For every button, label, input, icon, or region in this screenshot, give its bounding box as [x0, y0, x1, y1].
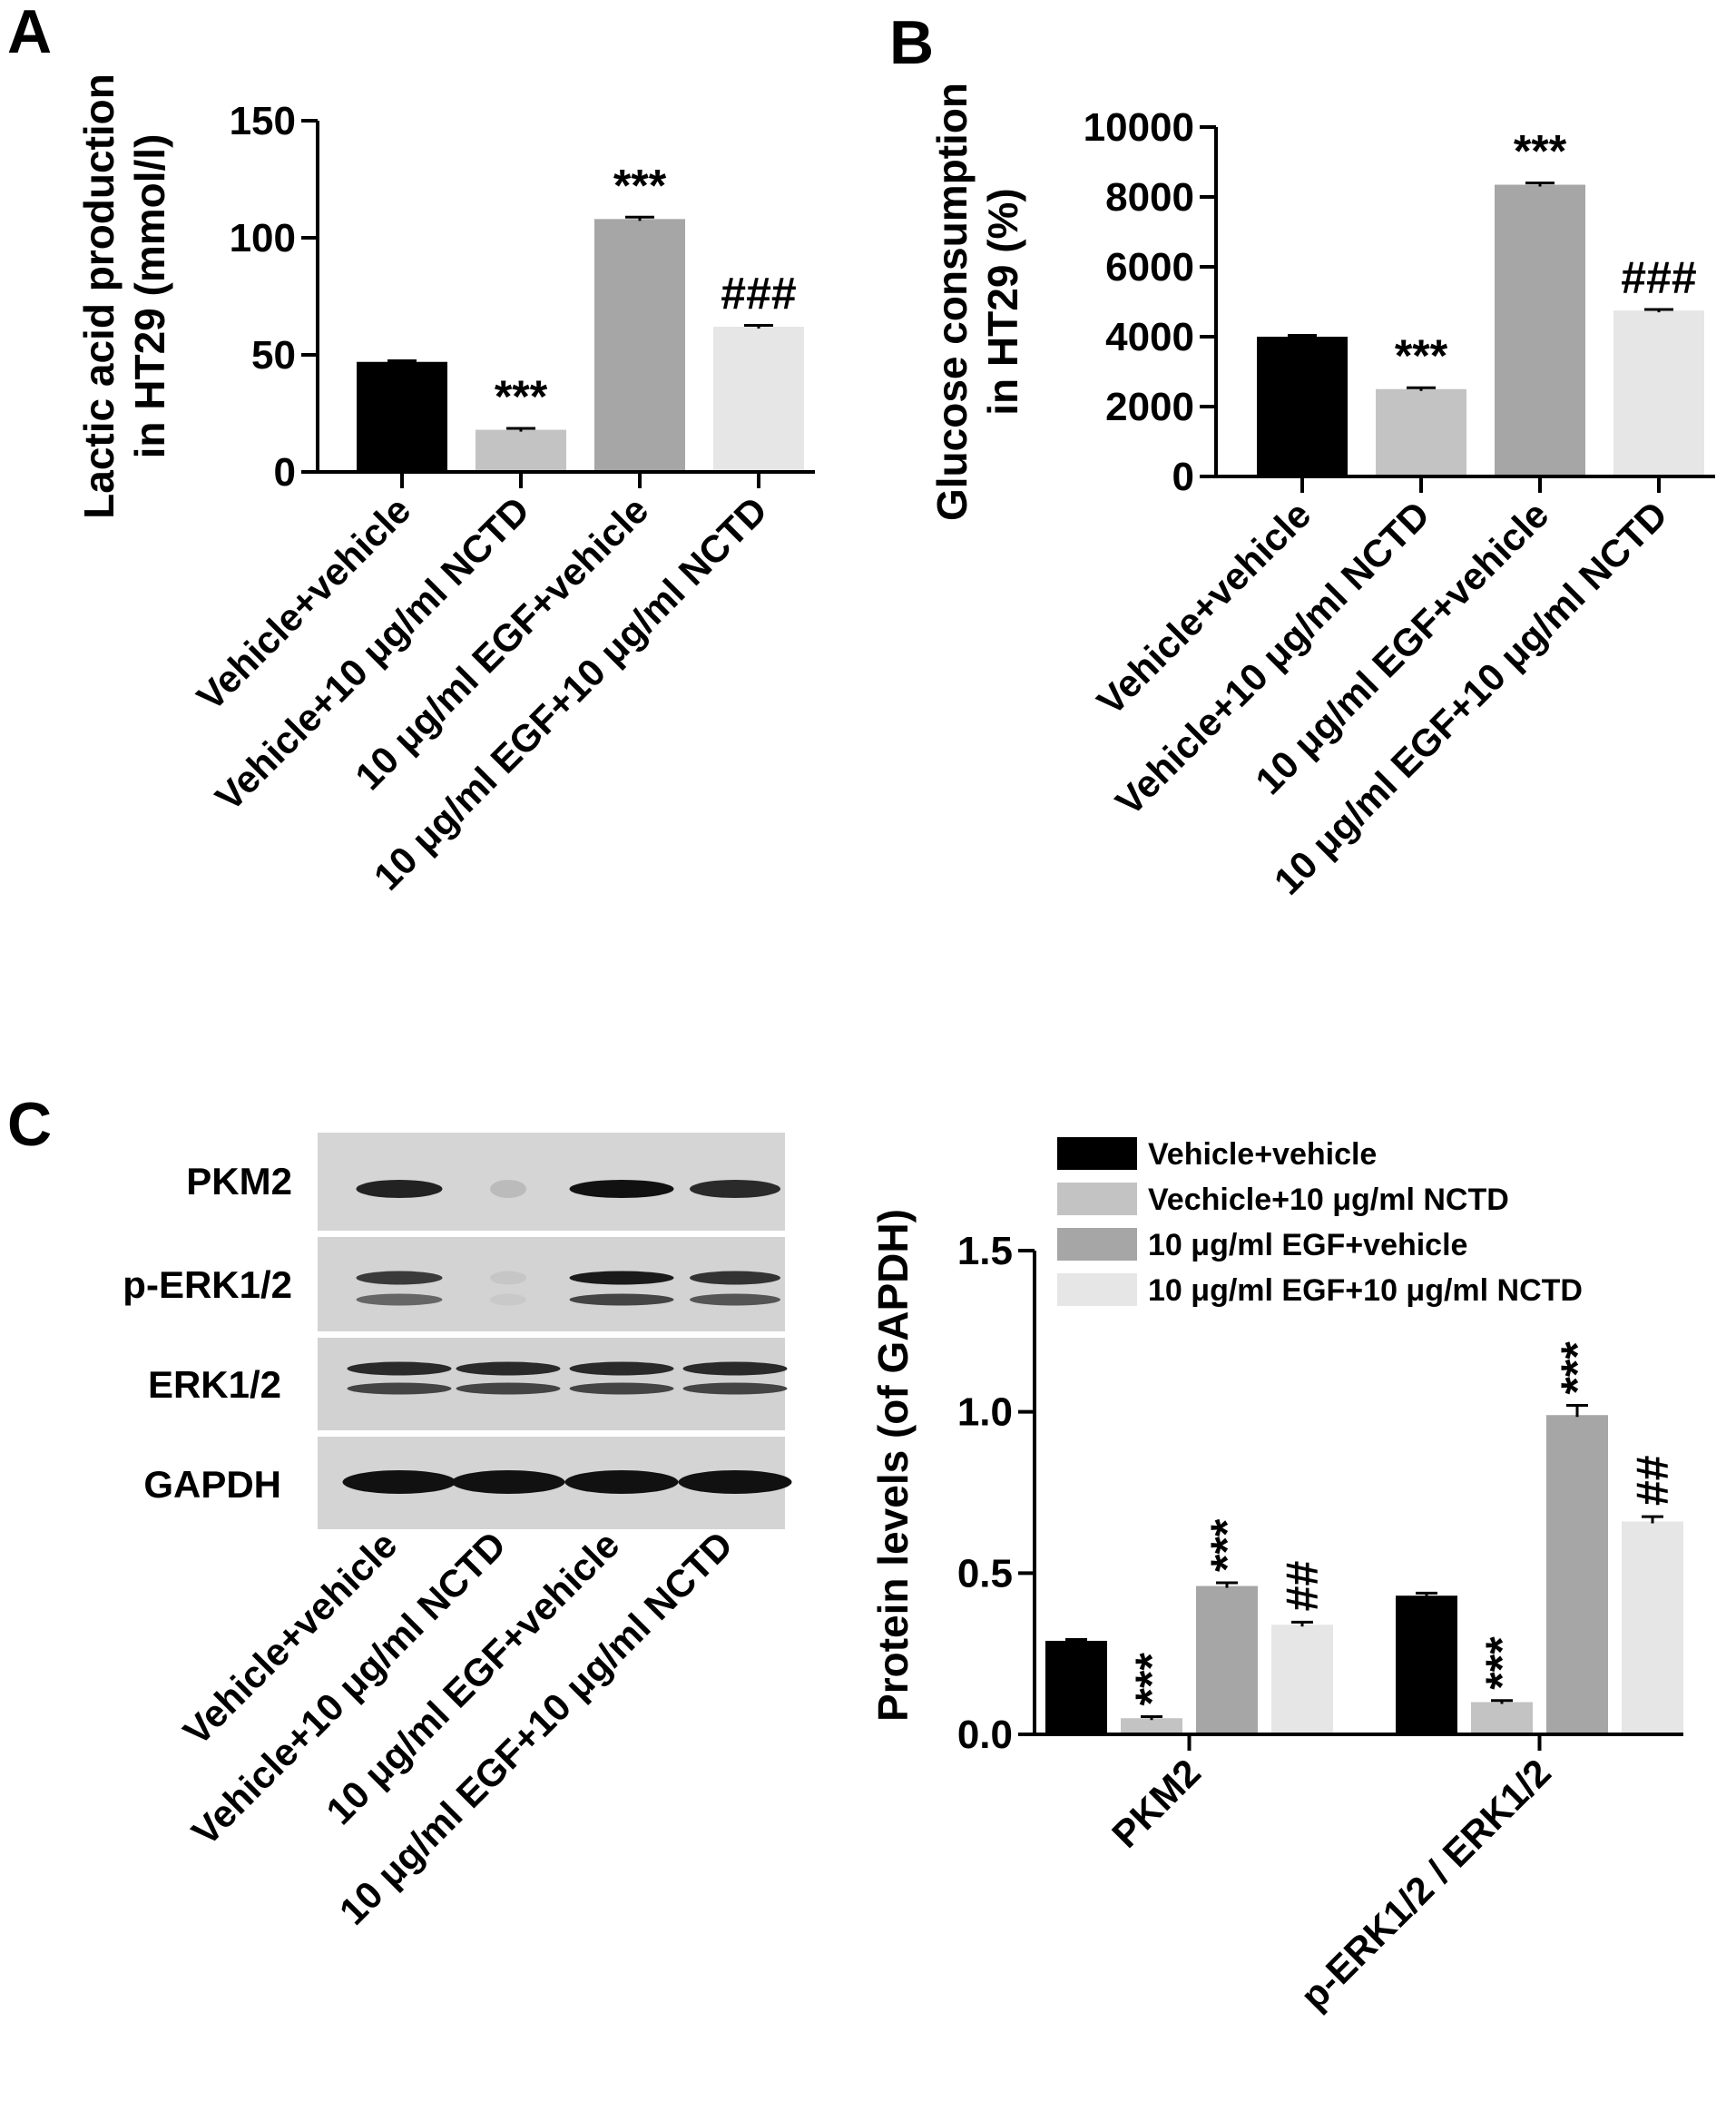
panel-label-c: C	[7, 1090, 52, 1159]
blot-band	[347, 1382, 452, 1395]
blot-band	[690, 1293, 780, 1306]
bar	[476, 429, 566, 472]
significance-label: ***	[495, 371, 548, 422]
blot-band	[342, 1470, 456, 1494]
bar	[1257, 337, 1348, 476]
blot-label-pkm2: PKM2	[186, 1160, 292, 1203]
y-axis-title-line: in HT29 (mmol/l)	[126, 134, 173, 459]
legend-swatch	[1057, 1273, 1137, 1306]
legend-swatch	[1057, 1228, 1137, 1261]
blot-band	[690, 1180, 780, 1198]
significance-label: ###	[721, 268, 796, 319]
blot-band	[490, 1293, 526, 1306]
blot-band	[569, 1180, 674, 1198]
chart-b: 0 2000 4000 6000 8000 10000 Vehicle+vehicle ***…	[928, 83, 1715, 903]
blot-label-erk: ERK1/2	[148, 1363, 281, 1406]
blot-band	[490, 1180, 526, 1198]
y-tick-label: 0.5	[957, 1551, 1013, 1595]
bar	[1196, 1586, 1258, 1734]
y-tick-label: 4000	[1105, 315, 1194, 359]
blot-label-perk: p-ERK1/2	[123, 1263, 292, 1306]
y-tick-label: 10000	[1084, 105, 1194, 150]
bar	[1622, 1521, 1683, 1734]
bar	[1546, 1415, 1608, 1734]
blot-band	[678, 1470, 792, 1494]
legend-label: 10 μg/ml EGF+vehicle	[1148, 1228, 1467, 1262]
chart-c: 0.0 0.5 1.0 1.5 *** *** ## PKM2 *** *** ## p-ERK1/2…	[869, 1137, 1683, 2018]
significance-label: ***	[1476, 1636, 1527, 1690]
blot-band	[456, 1361, 561, 1376]
y-axis-title-line: in HT29 (%)	[979, 188, 1026, 415]
bar	[1495, 184, 1585, 476]
blot-band	[690, 1271, 780, 1285]
bar	[1121, 1718, 1182, 1734]
bar	[1613, 310, 1704, 476]
y-axis-title: Lactic acid productionin HT29 (mmol/l)	[75, 74, 173, 519]
blot-band	[569, 1361, 674, 1376]
legend-swatch	[1057, 1137, 1137, 1170]
bar	[1396, 1595, 1457, 1734]
y-tick-label: 100	[230, 216, 296, 260]
bar	[594, 219, 685, 473]
y-tick-label: 8000	[1105, 175, 1194, 220]
blot-band	[356, 1271, 443, 1285]
y-tick-label: 0	[274, 450, 296, 495]
y-axis-title-line: Glucose consumption	[928, 83, 976, 521]
y-tick-label: 150	[230, 99, 296, 143]
y-tick-label: 1.0	[957, 1390, 1013, 1435]
significance-label: ***	[1552, 1341, 1603, 1395]
y-tick-label: 0.0	[957, 1713, 1013, 1757]
y-axis-title-line: Lactic acid production	[75, 74, 123, 519]
significance-label: ***	[1395, 330, 1448, 381]
legend-swatch	[1057, 1183, 1137, 1215]
blot-band	[451, 1470, 565, 1494]
significance-label: ***	[1514, 126, 1567, 177]
significance-label: ***	[1126, 1653, 1177, 1706]
blot-band	[564, 1470, 679, 1494]
bar	[1471, 1702, 1533, 1734]
x-tick-label: Vehicle+vehicle	[189, 488, 419, 719]
significance-label: ***	[613, 160, 667, 211]
panel-label-a: A	[7, 0, 52, 66]
y-tick-label: 2000	[1105, 385, 1194, 429]
blot-band	[682, 1361, 788, 1376]
blot-band	[569, 1382, 674, 1395]
legend-label: Vechicle+10 μg/ml NCTD	[1148, 1183, 1509, 1217]
x-tick-label: p-ERK1/2 / ERK1/2	[1292, 1751, 1559, 2018]
significance-label: ***	[1201, 1518, 1252, 1572]
y-axis-title: Glucose consumptionin HT29 (%)	[928, 83, 1026, 521]
y-tick-label: 50	[251, 333, 296, 378]
bar	[713, 327, 804, 472]
panel-label-b: B	[889, 8, 934, 77]
x-tick-label: PKM2	[1103, 1751, 1209, 1856]
bar	[1376, 388, 1466, 476]
blot-band	[490, 1271, 526, 1285]
significance-label: ##	[1277, 1561, 1328, 1612]
y-axis-title: Protein levels (of GAPDH)	[869, 1209, 917, 1722]
blot-band	[347, 1361, 452, 1376]
blot-band	[682, 1382, 788, 1395]
blot-band	[569, 1271, 674, 1285]
significance-label: ###	[1621, 252, 1696, 303]
significance-label: ##	[1627, 1456, 1678, 1507]
blot-bands	[342, 1180, 792, 1494]
y-tick-label: 1.5	[957, 1229, 1013, 1273]
western-blot: PKM2 p-ERK1/2 ERK1/2 GAPDH Vehicle+vehic…	[123, 1133, 792, 1933]
x-tick-label: Vehicle+vehicle	[1089, 493, 1319, 723]
legend-label: Vehicle+vehicle	[1148, 1137, 1377, 1172]
y-tick-label: 0	[1172, 455, 1194, 499]
blot-label-gapdh: GAPDH	[143, 1463, 281, 1506]
bar	[1045, 1640, 1107, 1734]
y-tick-label: 6000	[1105, 245, 1194, 290]
legend-label: 10 μg/ml EGF+10 μg/ml NCTD	[1148, 1273, 1583, 1308]
blot-band	[356, 1293, 443, 1306]
bar	[1271, 1625, 1333, 1734]
blot-band	[356, 1180, 443, 1198]
blot-band	[456, 1382, 561, 1395]
blot-band	[569, 1293, 674, 1306]
bar	[357, 361, 447, 472]
